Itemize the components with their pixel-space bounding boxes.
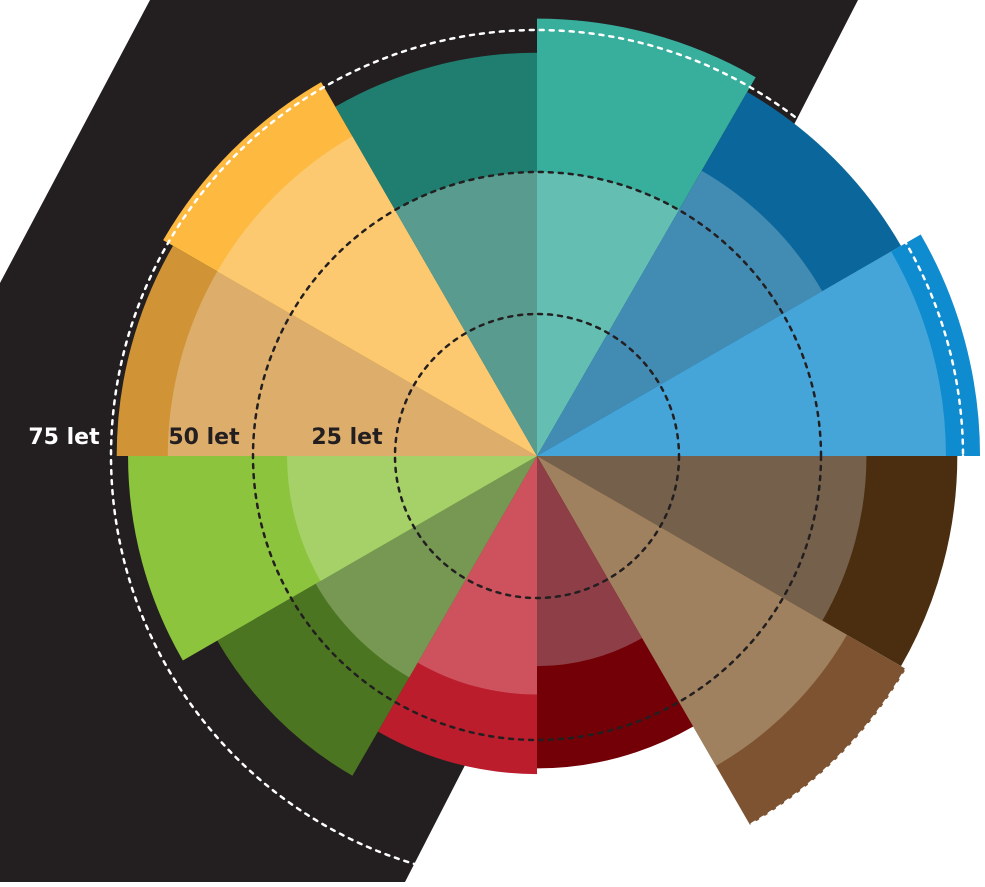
ring-label-25: 25 let <box>311 425 383 450</box>
sector-4-inner-fill <box>537 456 867 621</box>
sector-11-inner-fill <box>217 136 537 456</box>
sector-12-inner-fill <box>395 172 537 456</box>
ring-label-75: 75 let <box>28 425 100 450</box>
sector-3-inner-fill <box>537 251 946 456</box>
sectors-group <box>116 18 981 825</box>
grid-ring-25 <box>393 312 681 600</box>
sector-7-inner-fill <box>417 456 537 695</box>
sector-6-inner-fill <box>537 456 643 667</box>
ring-label-50: 50 let <box>168 425 240 450</box>
sector-8-inner-fill <box>315 456 537 678</box>
sector-2-inner-fill <box>537 170 823 456</box>
sector-9-inner-fill <box>287 456 537 581</box>
sector-10-inner-fill <box>167 271 538 456</box>
sector-5-inner-fill <box>537 456 847 766</box>
sector-1-inner-fill <box>537 172 679 456</box>
grid-ring-50 <box>251 170 823 742</box>
